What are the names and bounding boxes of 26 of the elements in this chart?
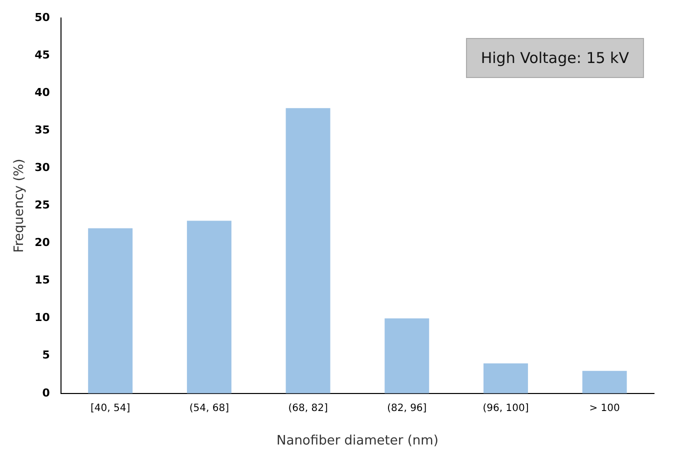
y-tick-label: 10 [34,311,50,324]
bar [286,108,330,394]
x-tick-label: (96, 100] [482,402,529,414]
x-tick-label: (82, 96] [387,402,427,414]
x-tick-label: (68, 82] [288,402,328,414]
x-axis-title: Nanofiber diameter (nm) [276,434,438,449]
y-tick-label: 20 [34,236,50,250]
y-axis-title: Frequency (%) [12,158,28,253]
y-tick-label: 25 [34,198,50,212]
bar [384,318,430,394]
x-tick-label: [40, 54] [90,402,130,414]
y-tick-label: 40 [34,86,50,99]
bar [483,363,528,394]
y-tick-label: 45 [34,48,50,62]
y-tick-label: 5 [42,348,50,362]
x-tick-label: (54, 68] [189,402,230,414]
y-tick-label: 30 [34,161,50,174]
bar [88,228,133,394]
y-tick-label: 0 [42,386,50,400]
bar [582,370,627,394]
annotation: High Voltage: 15 kV [466,38,644,78]
x-tick-label: > 100 [589,402,620,414]
y-tick-label: 15 [34,274,50,287]
y-tick-label: 50 [34,10,50,24]
y-tick-label: 35 [34,123,50,136]
bar [186,220,232,394]
